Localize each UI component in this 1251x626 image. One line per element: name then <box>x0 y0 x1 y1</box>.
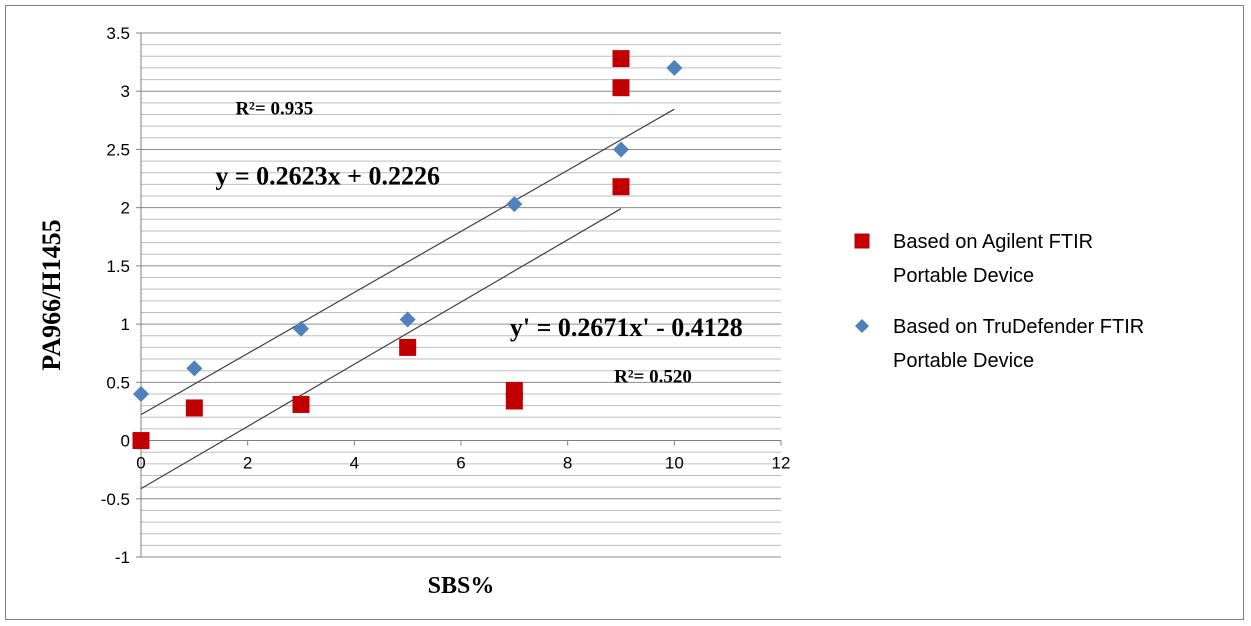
agilent-point <box>399 338 417 356</box>
equation-label: y' = 0.2671x' - 0.4128 <box>510 313 743 342</box>
x-axis-label: SBS% <box>428 573 495 599</box>
legend-marker <box>854 233 870 249</box>
x-tick-label: 12 <box>772 454 791 473</box>
trendlines <box>140 108 675 490</box>
agilent-point <box>185 399 203 417</box>
agilent-point <box>612 50 630 68</box>
legend: Based on Agilent FTIR Portable Device Base… <box>854 231 1144 372</box>
y-tick-label: 0.5 <box>106 373 130 392</box>
trudefender-point <box>666 59 683 76</box>
data-points <box>132 50 683 450</box>
agilent-point <box>132 432 150 450</box>
x-tick-label: 10 <box>665 454 684 473</box>
y-tick-label: 1 <box>121 315 130 334</box>
y-tick-label: -0.5 <box>101 490 130 509</box>
r-squared-label: R²= 0.520 <box>614 366 692 387</box>
trudefender-point <box>613 141 629 158</box>
y-tick-label: 3.5 <box>106 24 130 43</box>
x-tick-label: 6 <box>456 454 465 473</box>
legend-marker <box>855 319 869 333</box>
y-tick-label: 1.5 <box>106 257 130 276</box>
equation-label: y = 0.2623x + 0.2226 <box>215 161 440 190</box>
trudefender-point <box>293 320 309 337</box>
agilent-point <box>292 395 310 413</box>
r-squared-label: R²= 0.935 <box>235 99 313 120</box>
trendline <box>140 208 622 490</box>
gridlines <box>141 32 781 558</box>
trudefender-point <box>133 385 149 402</box>
trendline <box>140 108 675 416</box>
y-tick-label: 0 <box>121 432 130 451</box>
annotations: R²= 0.935 y = 0.2623x + 0.2226 y' = 0.2671… <box>215 99 742 388</box>
legend-entry-label: Portable Device <box>893 350 1034 372</box>
legend-entry-label: Based on TruDefender FTIR <box>893 316 1144 338</box>
y-tick-label: 2.5 <box>106 140 130 159</box>
legend-entry-label: Based on Agilent FTIR <box>893 231 1093 253</box>
axes: -1 -0.5 0 0.5 1 1.5 2 2.5 3 3.5 0 2 4 6 8 10 12 <box>101 24 791 567</box>
y-tick-label: -1 <box>115 548 130 567</box>
x-tick-label: 8 <box>563 454 572 473</box>
agilent-point <box>612 79 630 97</box>
axis-labels: SBS% PA966/H1455 <box>37 219 494 599</box>
agilent-point <box>505 392 523 410</box>
x-tick-label: 4 <box>350 454 359 473</box>
y-axis-label: PA966/H1455 <box>37 219 66 370</box>
trudefender-point <box>506 196 523 213</box>
legend-entry-label: Portable Device <box>893 265 1034 287</box>
y-tick-label: 3 <box>121 82 130 101</box>
x-tick-label: 0 <box>136 454 145 473</box>
y-tick-label: 2 <box>121 199 130 218</box>
trudefender-point <box>399 311 416 328</box>
x-tick-label: 2 <box>243 454 252 473</box>
agilent-point <box>612 178 630 196</box>
trudefender-point <box>186 360 203 377</box>
